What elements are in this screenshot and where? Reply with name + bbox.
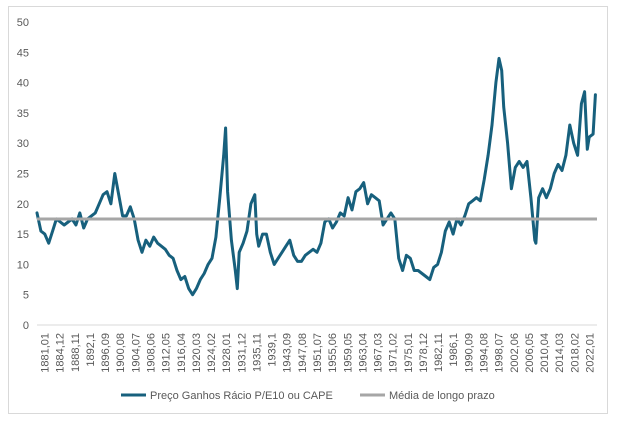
y-tick-label: 10 — [17, 259, 29, 271]
y-tick-label: 40 — [17, 78, 29, 90]
x-tick-label: 1986,1 — [448, 333, 460, 367]
x-tick-label: 1900,08 — [115, 333, 127, 373]
x-tick-label: 1935,11 — [251, 333, 263, 372]
x-tick-label: 2010,04 — [539, 333, 551, 373]
x-tick-label: 1967,03 — [373, 333, 385, 373]
x-tick-label: 1951,07 — [312, 333, 324, 373]
x-tick-label: 1998,07 — [494, 333, 506, 373]
x-tick-label: 1912,05 — [161, 333, 173, 373]
legend-label-cape: Preço Ganhos Rácio P/E10 ou CAPE — [150, 390, 333, 402]
y-tick-label: 15 — [17, 229, 29, 241]
legend: Preço Ganhos Rácio P/E10 ou CAPE Média d… — [121, 390, 495, 402]
y-tick-label: 30 — [17, 138, 29, 150]
x-tick-label: 1928,01 — [221, 333, 233, 373]
x-tick-label: 1881,01 — [40, 333, 52, 373]
x-tick-label: 1978,12 — [418, 333, 430, 373]
x-tick-label: 1990,09 — [463, 333, 475, 373]
y-tick-label: 45 — [17, 47, 29, 59]
x-tick-label: 1971,02 — [388, 333, 400, 373]
y-tick-label: 25 — [17, 169, 29, 181]
x-tick-label: 2018,02 — [569, 333, 581, 373]
x-tick-label: 1939,1 — [267, 333, 279, 367]
x-tick-label: 1908,06 — [146, 333, 158, 373]
y-tick-label: 5 — [23, 290, 29, 302]
x-tick-label: 1896,09 — [100, 333, 112, 373]
series-line-cape — [35, 56, 597, 297]
x-tick-label: 1955,06 — [327, 333, 339, 373]
x-tick-label: 1959,05 — [342, 333, 354, 373]
y-tick-label: 20 — [17, 199, 29, 211]
x-tick-label: 1920,03 — [191, 333, 203, 373]
x-tick-label: 1994,08 — [478, 333, 490, 373]
x-tick-label: 1884,12 — [55, 333, 67, 373]
x-tick-label: 2006,05 — [524, 333, 536, 373]
x-tick-label: 1947,08 — [297, 333, 309, 373]
y-tick-label: 35 — [17, 108, 29, 120]
x-tick-label: 1975,01 — [403, 333, 415, 373]
x-tick-label: 1943,09 — [282, 333, 294, 373]
x-tick-label: 1892,1 — [85, 333, 97, 367]
x-tick-label: 2022,01 — [584, 333, 596, 373]
x-tick-label: 2014,03 — [554, 333, 566, 373]
chart-frame — [8, 6, 608, 414]
x-tick-label: 1924,02 — [206, 333, 218, 373]
x-tick-label: 1888,11 — [70, 333, 82, 372]
legend-label-long-term-mean: Média de longo prazo — [389, 390, 495, 402]
x-tick-label: 1982,11 — [433, 333, 445, 372]
x-tick-label: 1904,07 — [130, 333, 142, 373]
x-tick-label: 1963,04 — [357, 333, 369, 373]
y-axis: 0 5 10 15 20 25 30 35 40 45 50 — [17, 17, 29, 332]
x-tick-label: 2002,06 — [509, 333, 521, 373]
x-tick-label: 1916,04 — [176, 333, 188, 373]
y-tick-label: 50 — [17, 17, 29, 29]
x-axis: 1881,01 1884,12 1888,11 1892,1 1896,09 1900,0… — [40, 333, 597, 373]
y-tick-label: 0 — [23, 320, 29, 332]
x-tick-label: 1931,12 — [236, 333, 248, 373]
